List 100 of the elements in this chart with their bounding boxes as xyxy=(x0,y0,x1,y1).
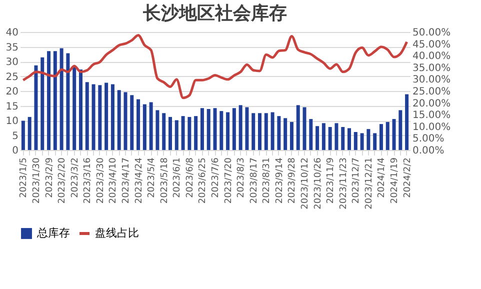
bar xyxy=(398,110,402,150)
bar xyxy=(366,129,370,150)
x-tick-label: 2023/4/24 xyxy=(134,157,144,204)
bar xyxy=(66,53,70,150)
x-tick-label: 2023/3/2 xyxy=(70,158,80,198)
bar xyxy=(92,84,96,150)
x-tick-label: 2023/3/16 xyxy=(83,157,94,204)
bar xyxy=(72,66,76,150)
y2-tick-label: 0.00% xyxy=(412,146,444,156)
bar xyxy=(206,108,210,150)
x-tick-label: 2023/7/20 xyxy=(224,157,234,204)
bar xyxy=(34,65,38,150)
bar xyxy=(188,116,192,150)
bar xyxy=(168,116,172,150)
x-tick-label: 2023/9/28 xyxy=(288,157,298,204)
x-tick-label: 2023/1/30 xyxy=(32,157,42,204)
bar xyxy=(284,118,288,150)
y2-tick-label: 50.00% xyxy=(412,28,451,38)
y2-tick-label: 30.00% xyxy=(412,74,451,86)
y2-tick-label: 35.00% xyxy=(412,62,451,74)
y-tick-label: 35 xyxy=(6,42,18,54)
bar xyxy=(124,92,128,150)
bar xyxy=(78,69,82,150)
x-tick-label: 2023/6/8 xyxy=(185,157,196,198)
bar xyxy=(290,122,294,150)
line-series xyxy=(22,34,408,100)
bar xyxy=(85,82,89,150)
bar xyxy=(322,123,326,150)
x-tick-label: 2023/10/26 xyxy=(313,157,324,210)
bar xyxy=(258,113,262,150)
x-tick-label: 2023/12/21 xyxy=(364,158,374,210)
bar xyxy=(354,132,358,150)
bar xyxy=(220,111,224,150)
bar xyxy=(28,116,32,150)
legend-label: 总库存 xyxy=(36,226,70,240)
bar xyxy=(21,120,25,150)
bar xyxy=(252,113,256,150)
x-tick-label: 2023/2/9 xyxy=(44,157,55,198)
y-tick-label: 15 xyxy=(6,101,18,112)
y2-tick-label: 40.00% xyxy=(412,51,451,62)
bar xyxy=(53,51,57,150)
x-tick-label: 2023/8/31 xyxy=(262,158,272,204)
bar xyxy=(405,94,409,150)
x-tick-label: 2023/11/23 xyxy=(338,158,349,210)
bar xyxy=(232,108,236,150)
bar xyxy=(104,82,108,150)
y2-tick-label: 10.00% xyxy=(412,122,451,133)
bar xyxy=(245,107,249,150)
bar xyxy=(277,116,281,150)
bar xyxy=(334,123,338,150)
bar xyxy=(98,85,102,150)
x-tick-label: 2023/1/5 xyxy=(19,158,30,198)
bar xyxy=(309,119,313,150)
x-tick-label: 2023/5/18 xyxy=(160,157,170,204)
y2-tick-label: 5.00% xyxy=(412,134,444,145)
bar xyxy=(156,110,160,150)
bar xyxy=(110,84,114,150)
y-tick-label: 10 xyxy=(6,116,18,127)
bar xyxy=(200,108,204,150)
x-tick-label: 2023/4/17 xyxy=(121,158,132,204)
bar xyxy=(341,126,345,150)
bar xyxy=(360,133,364,150)
bar xyxy=(296,105,300,150)
bar xyxy=(174,120,178,150)
x-tick-label: 2023/6/1 xyxy=(172,158,183,198)
bar xyxy=(226,112,230,150)
bar xyxy=(379,124,383,150)
x-tick-label: 2023/8/17 xyxy=(249,158,260,204)
bar xyxy=(316,126,320,150)
y-tick-label: 40 xyxy=(6,28,18,38)
x-tick-label: 2023/8/3 xyxy=(236,158,247,198)
bar xyxy=(328,126,332,150)
bar xyxy=(136,99,140,150)
x-tick-label: 2023/11/9 xyxy=(326,157,336,204)
x-tick-label: 2023/9/14 xyxy=(274,157,285,204)
x-tick-label: 2023/7/6 xyxy=(211,157,221,198)
bar xyxy=(270,112,274,150)
legend-label: 盘线占比 xyxy=(95,226,139,240)
bar xyxy=(130,95,134,150)
y-tick-label: 5 xyxy=(12,130,18,142)
y-tick-label: 30 xyxy=(6,57,18,68)
x-tick-label: 2024/2/2 xyxy=(402,158,413,198)
bar xyxy=(149,102,153,150)
x-tick-label: 2023/10/12 xyxy=(300,158,311,210)
y-tick-label: 0 xyxy=(12,146,18,156)
bar xyxy=(142,104,146,150)
y-tick-label: 25 xyxy=(6,72,18,83)
x-tick-label: 2023/3/30 xyxy=(96,157,106,204)
bar xyxy=(392,119,396,150)
bar xyxy=(40,57,44,150)
x-tick-label: 2023/12/7 xyxy=(352,158,362,204)
x-tick-label: 2023/2/20 xyxy=(58,157,68,204)
x-tick-label: 2023/4/10 xyxy=(108,157,119,204)
x-tick-label: 2024/1/19 xyxy=(390,157,400,204)
bar xyxy=(117,90,121,150)
y-tick-label: 20 xyxy=(6,86,18,98)
bar xyxy=(47,51,51,150)
bar xyxy=(302,107,306,150)
bar xyxy=(213,108,217,150)
bar xyxy=(386,122,390,150)
